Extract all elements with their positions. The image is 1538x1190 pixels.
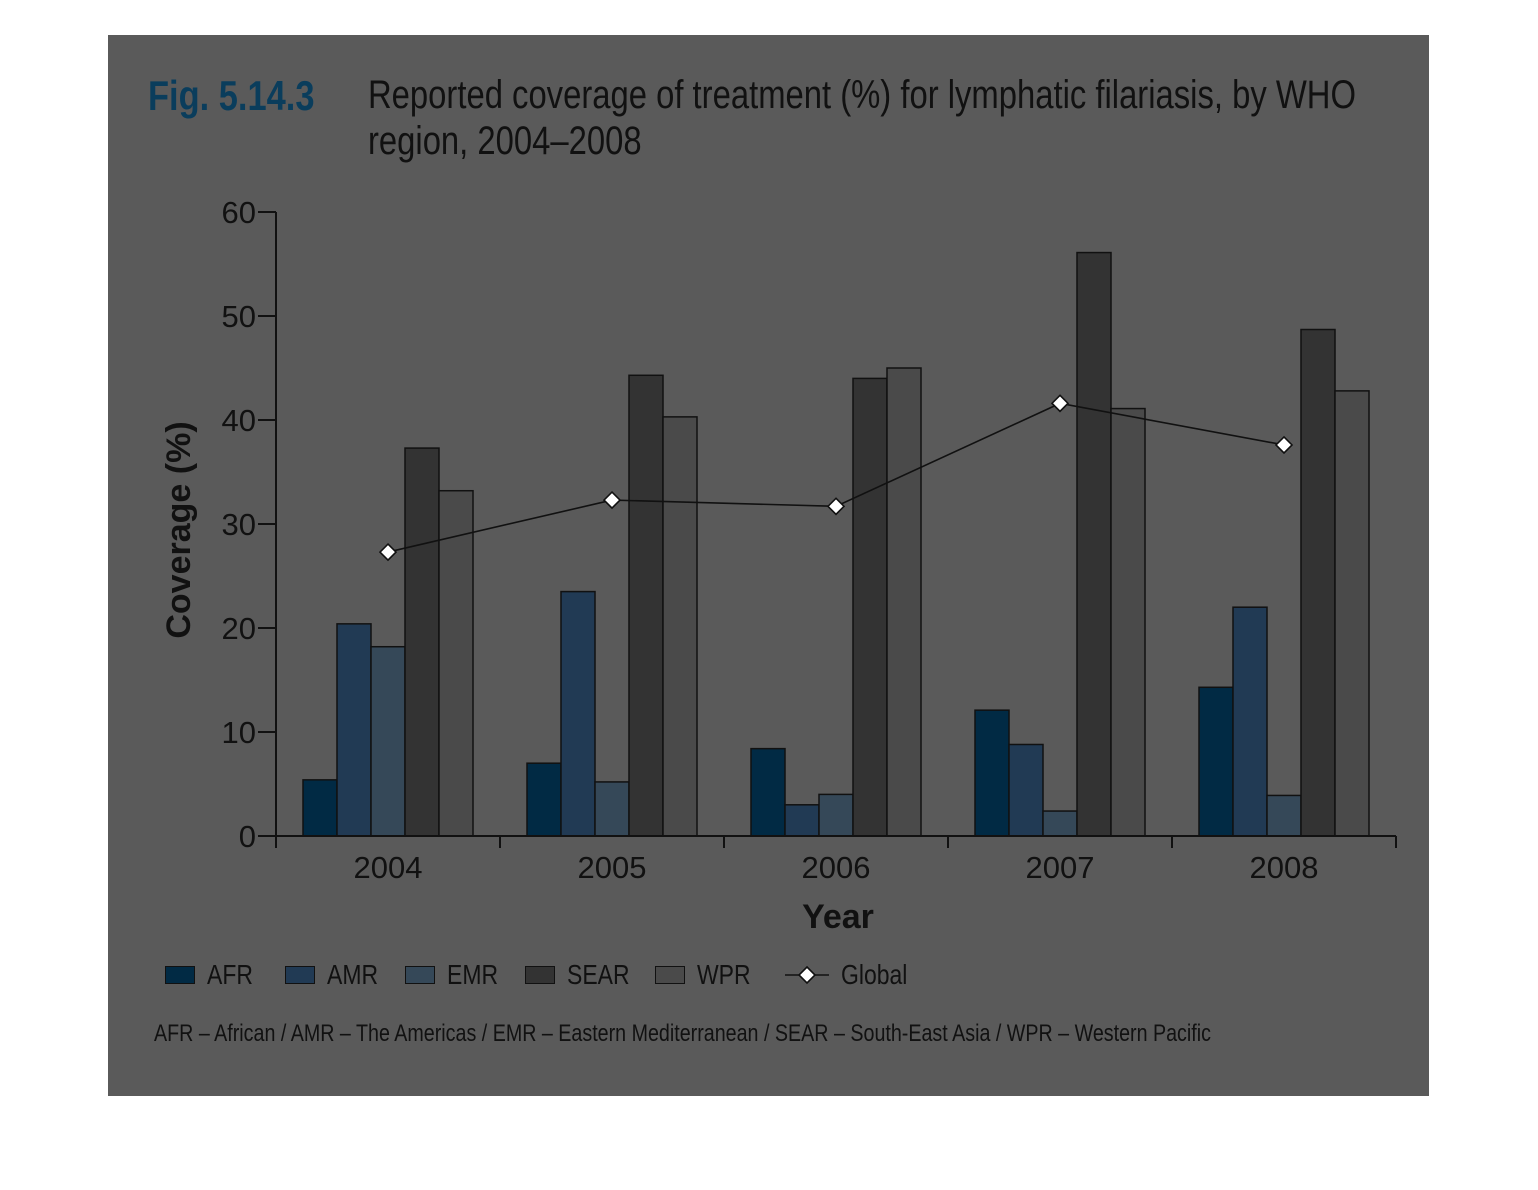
legend-item-global: Global <box>785 955 922 995</box>
y-tick-label-50: 50 <box>222 299 256 334</box>
bar-amr-2005 <box>560 590 596 837</box>
legend-swatch-emr <box>405 966 435 984</box>
y-axis-label: Coverage (%) <box>160 421 198 638</box>
legend-label-afr: AFR <box>207 959 253 990</box>
global-point-2007 <box>1050 394 1070 413</box>
bar-amr-2004 <box>336 623 372 837</box>
bar-afr-2004 <box>302 779 338 837</box>
legend-swatch-amr <box>285 966 315 984</box>
legend-item-sear: SEAR <box>525 955 643 995</box>
y-tick-label-10: 10 <box>222 715 256 750</box>
bar-afr-2008 <box>1198 686 1234 837</box>
legend-label-amr: AMR <box>327 959 379 990</box>
bar-emr-2006 <box>818 793 854 837</box>
bar-emr-2008 <box>1266 794 1302 837</box>
global-point-2005 <box>602 490 622 510</box>
legend-swatch-afr <box>165 966 195 984</box>
global-line <box>387 402 1285 553</box>
bar-amr-2006 <box>784 804 820 837</box>
legend-swatch-wpr <box>655 966 685 984</box>
global-point-2004 <box>378 542 398 562</box>
figure-title: Reported coverage of treatment (%) for l… <box>368 73 1356 163</box>
legend-label-sear: SEAR <box>567 959 630 990</box>
bar-wpr-2004 <box>438 489 474 837</box>
bar-sear-2007 <box>1076 251 1112 837</box>
global-line-group <box>378 394 1294 562</box>
bar-wpr-2005 <box>662 416 698 837</box>
x-tick-label-2006: 2006 <box>802 850 871 885</box>
bar-wpr-2007 <box>1110 407 1146 837</box>
legend-item-amr: AMR <box>285 955 389 995</box>
legend-label-global: Global <box>841 959 908 990</box>
bar-amr-2007 <box>1008 743 1044 837</box>
bar-emr-2005 <box>594 781 630 837</box>
bar-afr-2006 <box>750 747 786 837</box>
x-axis-label: Year <box>802 898 874 936</box>
legend-item-wpr: WPR <box>655 955 762 995</box>
legend-global-marker <box>785 965 829 985</box>
y-tick-label-40: 40 <box>222 403 256 438</box>
x-tick-label-2007: 2007 <box>1026 850 1095 885</box>
y-tick-label-0: 0 <box>239 819 256 854</box>
global-point-2006 <box>826 497 846 516</box>
y-tick-label-30: 30 <box>222 507 256 542</box>
bar-amr-2008 <box>1232 606 1268 837</box>
legend-label-wpr: WPR <box>697 959 751 990</box>
bar-sear-2008 <box>1300 328 1336 837</box>
bar-wpr-2008 <box>1334 390 1370 837</box>
legend-label-emr: EMR <box>447 959 499 990</box>
global-point-2008 <box>1274 435 1294 455</box>
x-tick-label-2008: 2008 <box>1250 850 1319 885</box>
y-tick-label-20: 20 <box>222 611 256 646</box>
bars-group <box>302 251 1370 837</box>
figure-label: Fig. 5.14.3 <box>148 72 315 119</box>
bar-sear-2006 <box>852 377 888 837</box>
bar-sear-2004 <box>404 447 440 837</box>
legend-item-afr: AFR <box>165 955 263 995</box>
bar-sear-2005 <box>628 374 664 837</box>
bar-afr-2005 <box>526 762 562 837</box>
region-footnote: AFR – African / AMR – The Americas / EMR… <box>154 1020 1211 1047</box>
x-tick-label-2005: 2005 <box>578 850 647 885</box>
legend-item-emr: EMR <box>405 955 509 995</box>
bar-emr-2004 <box>370 645 406 837</box>
figure-panel <box>108 35 1429 1096</box>
bar-afr-2007 <box>974 709 1010 837</box>
bar-wpr-2006 <box>886 367 922 837</box>
axes-group: 0 10 20 30 40 50 60 2004 2005 2006 2007 2008 <box>222 195 1397 885</box>
x-tick-label-2004: 2004 <box>354 850 423 885</box>
y-tick-label-60: 60 <box>222 195 256 230</box>
legend-swatch-sear <box>525 966 555 984</box>
bar-emr-2007 <box>1042 810 1078 837</box>
